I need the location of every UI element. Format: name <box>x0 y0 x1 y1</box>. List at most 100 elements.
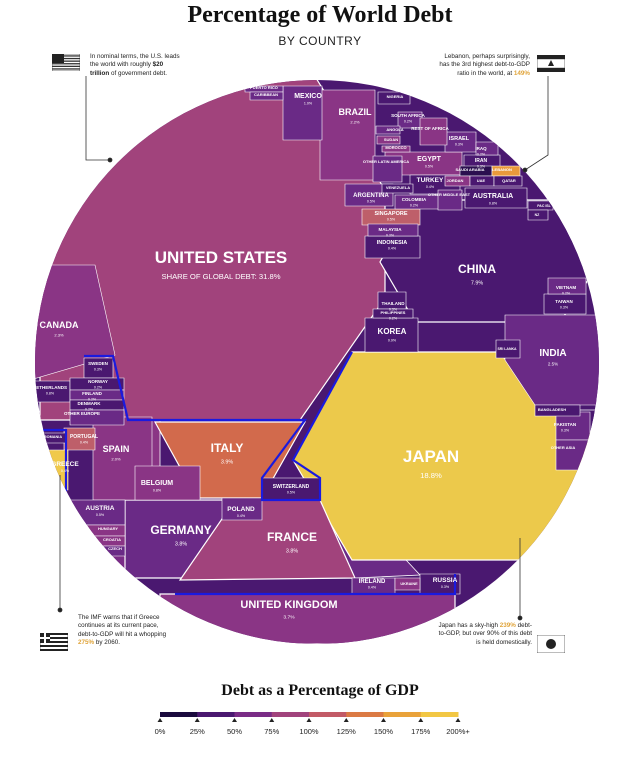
cell-caribbean <box>249 91 284 101</box>
label-taiwan: TAIWAN <box>555 299 572 304</box>
label-malaysia: MALAYSIA <box>378 227 402 232</box>
eurozone-outline <box>84 351 353 502</box>
chart-title: Percentage of World Debt <box>187 2 453 28</box>
label-other-middle-east: OTHER MIDDLE EAST <box>428 192 471 197</box>
label-denmark: DENMARK <box>78 401 102 406</box>
cell-mexico <box>282 85 323 141</box>
value-germany: 3.8% <box>175 541 187 547</box>
value-greece: 0.4% <box>61 469 70 473</box>
japan-flag-icon <box>537 635 565 653</box>
label-japan: JAPAN <box>403 447 459 466</box>
label-united-states: UNITED STATES <box>155 248 288 267</box>
legend-tick-label: 125% <box>337 727 357 736</box>
label-philippines: PHILIPPINES <box>381 310 406 315</box>
value-malaysia: 0.3% <box>386 234 395 238</box>
cell-brazil <box>319 89 376 181</box>
label-argentina: ARGENTINA <box>353 193 389 199</box>
label-sudan: SUDAN <box>384 137 398 142</box>
value-austria: 0.5% <box>96 513 105 517</box>
value-south-africa: 0.2% <box>404 120 413 124</box>
cell-pac-isl <box>527 200 554 211</box>
label-hungary: HUNGARY <box>98 526 118 531</box>
label-indonesia: INDONESIA <box>377 240 408 246</box>
label-greece: GREECE <box>51 461 79 468</box>
label-poland: POLAND <box>227 506 255 513</box>
value-netherlands: 0.8% <box>46 392 55 396</box>
label-caribbean: CARIBBEAN <box>254 92 278 97</box>
cell-other-middle-east <box>437 189 463 211</box>
annotation-dot <box>57 607 63 613</box>
value-france: 3.8% <box>286 548 298 554</box>
value-taiwan: 0.3% <box>560 306 569 310</box>
label-egypt: EGYPT <box>417 156 441 163</box>
label-lebanon: LEBANON <box>492 167 512 172</box>
cell-venezuela <box>381 183 414 194</box>
value-switzerland: 0.5% <box>287 491 296 495</box>
eurozone-outline <box>175 574 457 596</box>
cell-ukraine <box>394 577 421 591</box>
label-angola: ANGOLA <box>386 127 403 132</box>
label-sweden: SWEDEN <box>88 361 108 366</box>
value-belgium: 0.8% <box>153 489 162 493</box>
legend-swatch <box>383 712 422 717</box>
cell-canada <box>35 264 116 381</box>
label-russia: RUSSIA <box>433 577 458 584</box>
legend-tick-label: 200%+ <box>446 727 470 736</box>
label-iraq: IRAQ <box>475 146 487 151</box>
value-united-states: SHARE OF GLOBAL DEBT: 31.8% <box>161 272 280 281</box>
label-australia: AUSTRALIA <box>473 193 513 200</box>
value-iraq: 0.2% <box>477 153 486 157</box>
label-colombia: COLOMBIA <box>402 197 427 202</box>
value-sweden: 0.3% <box>94 368 103 372</box>
label-france: FRANCE <box>267 530 317 544</box>
legend-swatch <box>420 712 459 717</box>
value-iran: 0.3% <box>477 165 486 169</box>
cell-bangladesh <box>534 404 581 417</box>
label-brazil: BRAZIL <box>339 107 372 117</box>
label-morocco: MOROCCO <box>385 145 406 150</box>
legend-tick-label: 175% <box>411 727 431 736</box>
legend-tick-label: 150% <box>374 727 394 736</box>
value-pakistan: 0.3% <box>561 429 570 433</box>
legend-tick-marker <box>418 718 424 722</box>
label-saudi-arabia: SAUDI ARABIA <box>456 167 485 172</box>
label-spain: SPAIN <box>103 444 130 454</box>
cell-rest-of-africa <box>419 117 448 146</box>
label-pakistan: PAKISTAN <box>554 422 576 427</box>
legend-tick-label: 50% <box>227 727 242 736</box>
value-finland: 0.2% <box>88 398 97 402</box>
label-china: CHINA <box>458 262 496 276</box>
value-ireland: 0.4% <box>368 586 377 590</box>
value-korea: 0.9% <box>388 339 397 343</box>
legend-tick-marker <box>269 718 275 722</box>
label-uae: UAE <box>477 178 486 183</box>
label-nigeria: NIGERIA <box>387 94 404 99</box>
legend-swatch <box>309 712 347 717</box>
label-czech: CZECH <box>108 546 122 551</box>
legend-tick-marker <box>306 718 312 722</box>
cell-angola <box>375 125 401 135</box>
cell-nz <box>527 209 549 221</box>
annotation-leader-line <box>85 76 110 161</box>
legend-swatch <box>197 712 235 717</box>
label-switzerland: SWITZERLAND <box>273 484 310 490</box>
cell-other-latin-america <box>372 155 403 183</box>
legend-tick-label: 0% <box>155 727 166 736</box>
cell-vietnam <box>547 277 587 295</box>
label-pac-isl: PAC ISL <box>537 204 551 208</box>
label-vietnam: VIETNAM <box>556 285 577 290</box>
value-colombia: 0.2% <box>410 204 419 208</box>
label-croatia: CROATIA <box>103 537 121 542</box>
legend-tick-marker <box>194 718 200 722</box>
cell-sudan <box>376 135 401 145</box>
label-mexico: MEXICO <box>294 93 322 100</box>
value-indonesia: 0.4% <box>388 247 397 251</box>
legend-swatch <box>271 712 310 717</box>
lebanon-annotation: Lebanon, perhaps surprisingly, has the 3… <box>439 53 530 77</box>
label-finland: FINLAND <box>82 391 102 396</box>
value-portugal: 0.4% <box>80 441 89 445</box>
value-argentina: 0.5% <box>367 200 376 204</box>
value-turkey: 0.4% <box>426 185 435 189</box>
cell-morocco <box>381 145 411 153</box>
value-thailand: 0.3% <box>389 308 398 312</box>
